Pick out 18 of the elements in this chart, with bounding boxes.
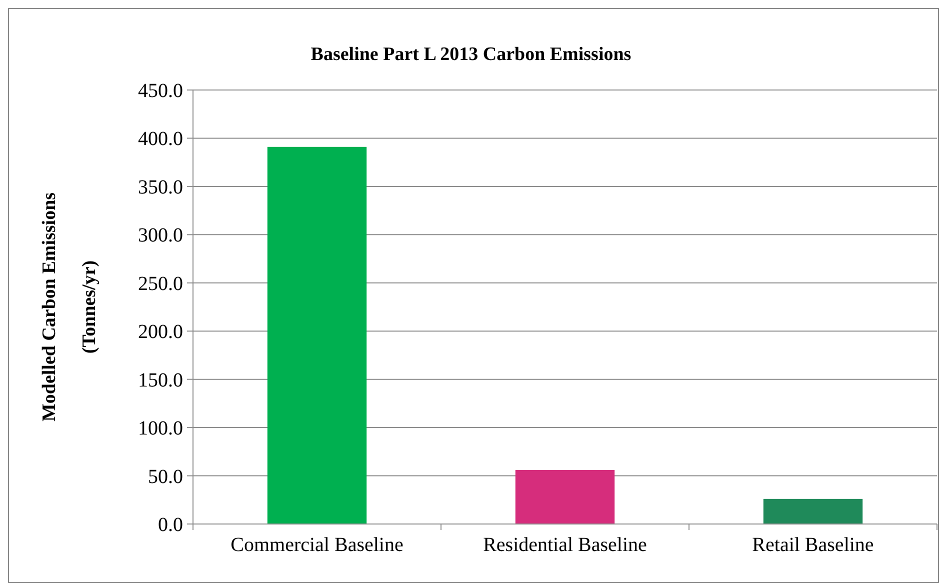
y-tick-label: 400.0 <box>138 128 183 150</box>
y-tick-label: 0.0 <box>158 514 183 536</box>
bar <box>515 470 615 524</box>
y-tick-label: 300.0 <box>138 224 183 247</box>
y-tick-label: 150.0 <box>138 369 183 392</box>
x-tick-label: Retail Baseline <box>752 534 874 556</box>
y-tick-label: 250.0 <box>138 272 183 295</box>
y-tick-label: 200.0 <box>138 321 183 344</box>
bar <box>763 498 863 524</box>
y-tick-label: 350.0 <box>138 176 183 198</box>
x-tick-label: Commercial Baseline <box>230 534 404 556</box>
x-tick-label: Residential Baseline <box>483 534 648 556</box>
chart-title: Baseline Part L 2013 Carbon Emissions <box>310 44 632 65</box>
y-tick-label: 450.0 <box>138 80 183 102</box>
bar <box>267 146 367 524</box>
y-tick-label: 50.0 <box>148 466 183 488</box>
y-tick-label: 100.0 <box>138 418 183 440</box>
y-axis-title: Modelled Carbon Emissions (Tonnes/yr) <box>39 192 100 422</box>
